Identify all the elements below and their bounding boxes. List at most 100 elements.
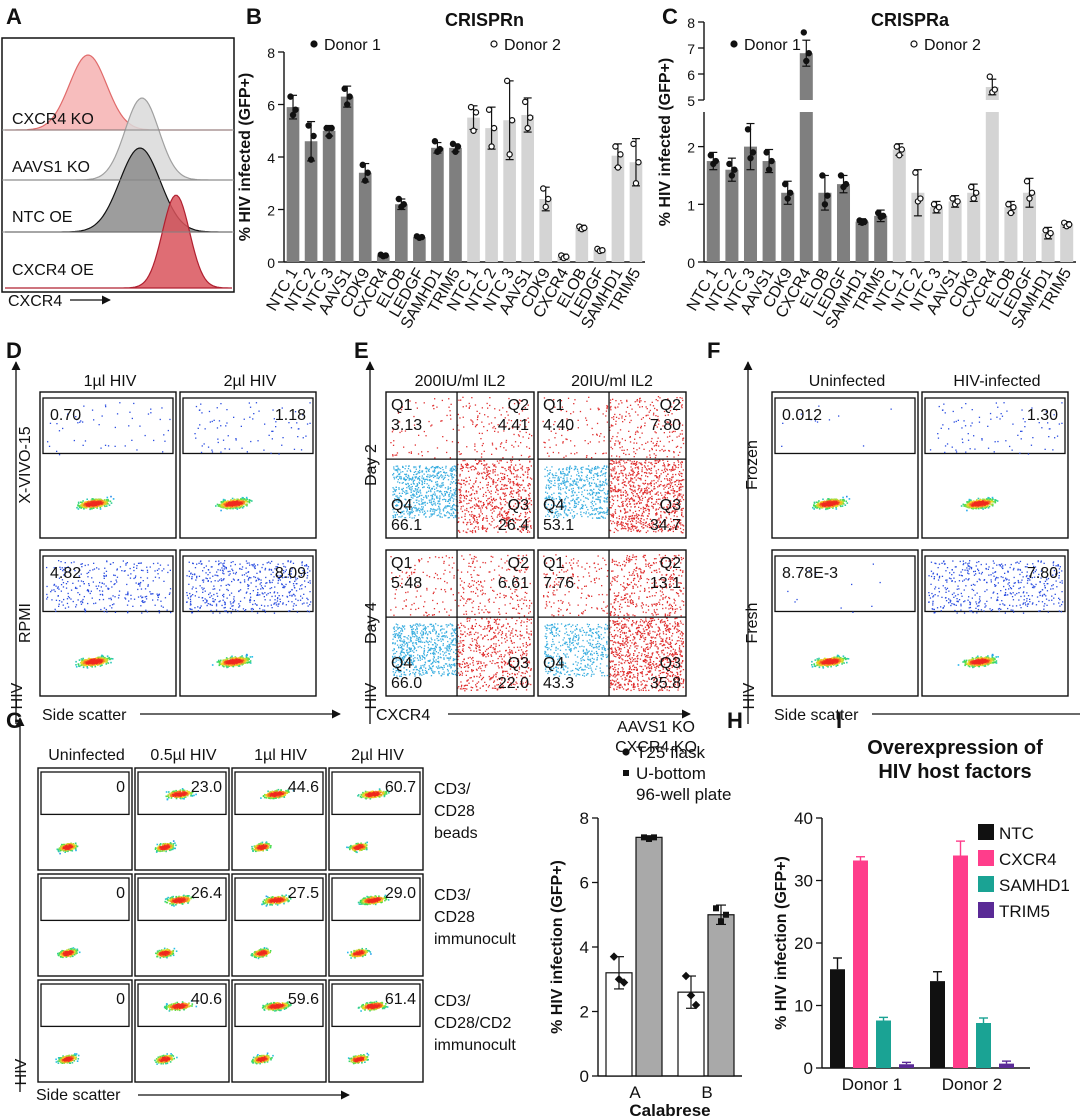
event-dot <box>218 660 220 663</box>
event-dot <box>472 489 474 491</box>
event-dot <box>498 409 501 411</box>
event-dot <box>466 495 468 497</box>
event-dot <box>309 591 311 593</box>
event-dot <box>241 566 244 568</box>
event-dot <box>210 581 212 583</box>
replicate-point <box>612 143 619 150</box>
event-dot <box>406 487 408 489</box>
event-dot <box>516 482 519 484</box>
event-dot <box>488 523 491 525</box>
event-dot <box>216 595 219 597</box>
event-dot <box>450 474 452 476</box>
event-dot <box>246 504 248 507</box>
event-dot <box>406 477 409 479</box>
event-dot <box>434 488 436 490</box>
event-dot <box>441 494 444 496</box>
event-dot <box>239 589 242 591</box>
event-dot <box>281 407 283 409</box>
event-dot <box>103 611 105 613</box>
event-dot <box>473 521 475 523</box>
quadrant-name: Q2 <box>508 397 529 414</box>
event-dot <box>404 468 406 470</box>
event-dot <box>464 459 466 462</box>
event-dot <box>240 425 242 427</box>
event-dot <box>230 499 233 502</box>
event-dot <box>236 507 238 509</box>
event-dot <box>626 406 629 408</box>
event-dot <box>275 604 278 606</box>
event-dot <box>496 488 498 490</box>
event-dot <box>616 499 619 502</box>
event-dot <box>655 454 657 457</box>
event-dot <box>502 457 504 459</box>
event-dot <box>649 409 651 412</box>
event-dot <box>515 478 518 480</box>
event-dot <box>93 419 95 421</box>
event-dot <box>146 577 149 579</box>
event-dot <box>239 605 241 607</box>
event-dot <box>635 522 637 524</box>
event-dot <box>226 422 228 424</box>
event-dot <box>628 430 630 432</box>
event-dot <box>168 593 171 595</box>
event-dot <box>510 492 512 494</box>
event-dot <box>482 495 484 497</box>
replicate-point <box>1026 195 1033 202</box>
event-dot <box>133 577 135 580</box>
event-dot <box>444 487 447 489</box>
event-dot <box>661 448 663 451</box>
event-dot <box>58 588 60 590</box>
event-dot <box>485 464 487 466</box>
event-dot <box>651 490 653 492</box>
replicate-point <box>490 124 498 132</box>
event-dot <box>94 659 97 662</box>
event-dot <box>131 439 133 441</box>
event-dot <box>231 500 234 502</box>
event-dot <box>431 466 433 468</box>
replicate-point <box>805 50 813 57</box>
event-dot <box>452 500 454 502</box>
event-dot <box>95 504 97 506</box>
event-dot <box>494 469 496 471</box>
event-dot <box>649 497 651 499</box>
event-dot <box>213 585 215 587</box>
event-dot <box>239 568 241 570</box>
replicate-point <box>1023 178 1031 185</box>
event-dot <box>475 503 478 505</box>
event-dot <box>229 607 232 609</box>
event-dot <box>435 481 437 483</box>
event-dot <box>430 490 432 493</box>
event-dot <box>153 439 155 442</box>
event-dot <box>111 586 113 588</box>
event-dot <box>230 565 232 567</box>
event-dot <box>213 419 215 421</box>
event-dot <box>247 588 249 590</box>
event-dot <box>231 655 233 658</box>
event-dot <box>445 472 448 474</box>
event-dot <box>414 477 417 479</box>
event-dot <box>460 465 463 467</box>
event-dot <box>295 590 298 592</box>
event-dot <box>220 425 222 427</box>
event-dot <box>395 465 397 467</box>
event-dot <box>644 422 646 424</box>
event-dot <box>142 596 144 598</box>
replicate-point <box>630 140 637 148</box>
event-dot <box>84 611 86 613</box>
event-dot <box>482 518 484 520</box>
event-dot <box>198 562 200 564</box>
event-dot <box>222 659 225 662</box>
event-dot <box>424 512 427 514</box>
event-dot <box>100 501 102 504</box>
event-dot <box>449 457 451 459</box>
event-dot <box>217 569 219 571</box>
event-dot <box>212 575 214 577</box>
event-dot <box>167 429 169 432</box>
event-dot <box>507 414 509 416</box>
event-dot <box>487 484 489 486</box>
event-dot <box>238 661 240 663</box>
event-dot <box>426 502 429 504</box>
event-dot <box>422 499 424 501</box>
event-dot <box>518 435 520 437</box>
event-dot <box>447 505 449 507</box>
